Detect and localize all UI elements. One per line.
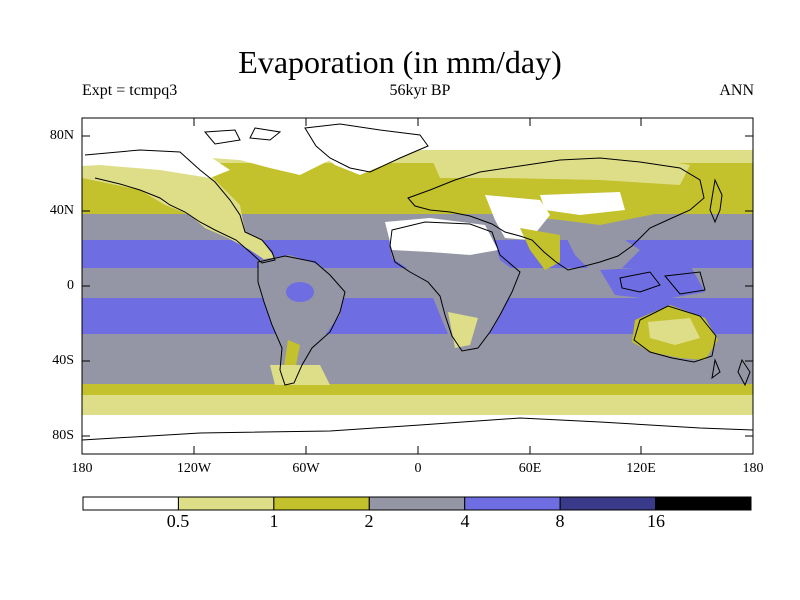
lon-label-120e: 120E (626, 461, 656, 476)
lon-label-60e: 60E (518, 461, 542, 476)
lat-label-40s: 40S (52, 353, 74, 368)
colorbar-swatch (368, 496, 466, 511)
colorbar-swatch (82, 496, 179, 511)
colorbar-label: 4 (460, 511, 470, 531)
lon-label-0: 0 (414, 461, 422, 476)
lon-label-180w: 180 (71, 461, 93, 476)
evaporation-field (82, 118, 753, 454)
colorbar-label: 8 (555, 511, 565, 531)
lon-label-60w: 60W (292, 461, 320, 476)
experiment-label: Expt = tcmpq3 (82, 82, 178, 99)
coastlines (82, 123, 753, 441)
lon-label-180e: 180 (742, 461, 764, 476)
lat-label-80s: 80S (52, 428, 74, 443)
colorbar-label: 16 (647, 511, 665, 531)
colorbar-swatch (559, 496, 657, 511)
colorbar-swatch (177, 496, 275, 511)
map-title: Evaporation (in mm/day) (238, 44, 562, 80)
lat-label-40n: 40N (49, 203, 74, 218)
lon-label-120w: 120W (176, 461, 212, 476)
colorbar-swatch (655, 496, 752, 511)
lat-label-80n: 80N (49, 128, 74, 143)
colorbar-swatch (273, 496, 370, 511)
colorbar-label: 1 (269, 511, 279, 531)
axis-ticks (81, 118, 754, 454)
colorbar-swatch (464, 496, 561, 511)
colorbar (82, 496, 752, 511)
colorbar-label: 2 (364, 511, 374, 531)
colorbar-label: 0.5 (166, 511, 190, 531)
season-label: ANN (719, 82, 754, 99)
period-label: 56kyr BP (389, 82, 451, 99)
lat-label-0: 0 (67, 278, 74, 293)
